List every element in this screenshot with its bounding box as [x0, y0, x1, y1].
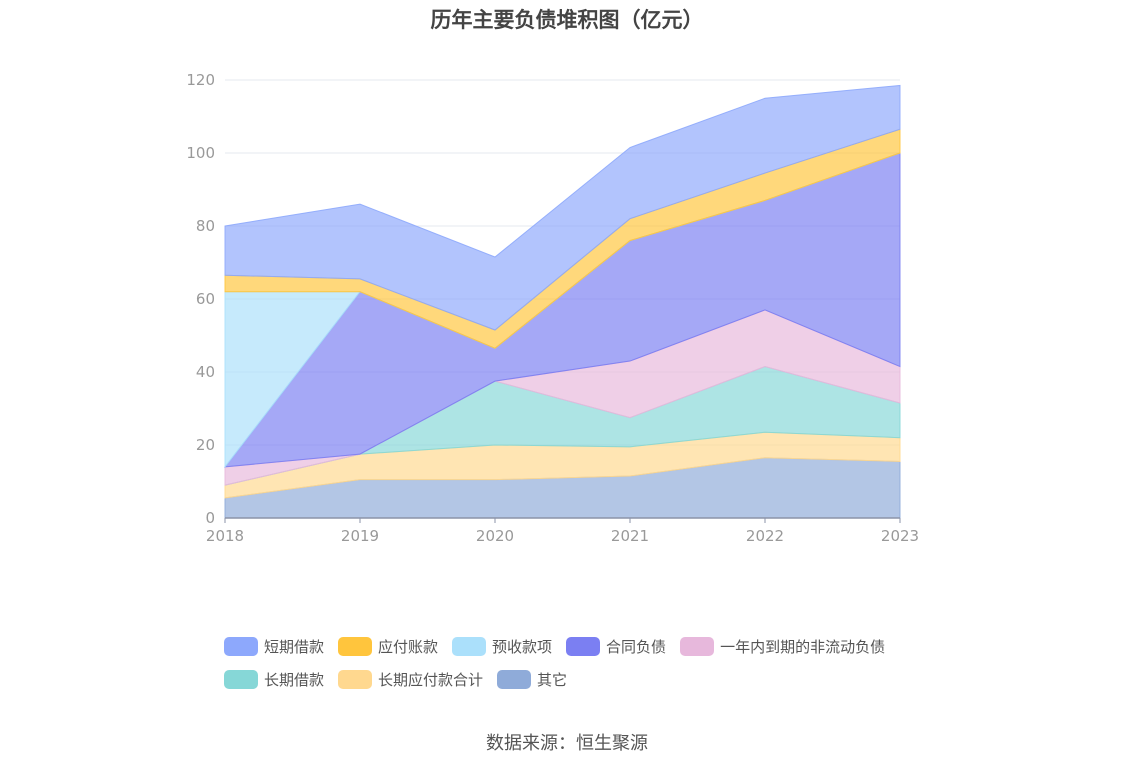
y-tick-label: 20	[196, 436, 215, 454]
legend-item[interactable]: 预收款项	[452, 636, 552, 657]
legend-label: 应付账款	[378, 638, 439, 656]
legend-item[interactable]: 合同负债	[566, 636, 666, 657]
legend-label: 预收款项	[492, 638, 553, 656]
legend-label: 一年内到期的非流动负债	[720, 638, 886, 656]
legend: 短期借款 应付账款 预收款项 合同负债 一年内到期的非流动负债长期借款 长期应付款合计 其它	[224, 630, 944, 696]
legend-swatch	[566, 637, 601, 656]
x-tick-label: 2022	[746, 527, 784, 545]
legend-item[interactable]: 应付账款	[338, 636, 438, 657]
x-tick-label: 2018	[206, 527, 244, 545]
y-tick-label: 60	[196, 290, 215, 308]
axes: 0 20 40 60 80 100 120 2018 2019 2020 2021 2022 2023	[186, 71, 919, 545]
legend-label: 合同负债	[606, 638, 667, 656]
area-短期借款	[224, 84, 901, 331]
legend-label: 长期借款	[264, 671, 325, 689]
x-tick-label: 2023	[881, 527, 919, 545]
x-tick-label: 2019	[341, 527, 379, 545]
legend-item[interactable]: 一年内到期的非流动负债	[680, 636, 885, 657]
legend-swatch	[452, 637, 487, 656]
legend-item[interactable]: 短期借款	[224, 636, 324, 657]
y-tick-label: 40	[196, 363, 215, 381]
x-tick-label: 2020	[476, 527, 514, 545]
legend-swatch	[338, 670, 373, 689]
legend-item[interactable]: 长期应付款合计	[338, 669, 483, 690]
legend-item[interactable]: 长期借款	[224, 669, 324, 690]
legend-label: 短期借款	[264, 638, 325, 656]
legend-swatch	[338, 637, 373, 656]
y-tick-label: 80	[196, 217, 215, 235]
x-tick-label: 2021	[611, 527, 649, 545]
legend-label: 其它	[537, 671, 568, 689]
legend-label: 长期应付款合计	[378, 671, 484, 689]
area-series	[223, 84, 901, 519]
legend-swatch	[497, 670, 532, 689]
legend-swatch	[224, 670, 258, 689]
chart-title: 历年主要负债堆积图（亿元）	[430, 8, 704, 32]
source-note: 数据来源：恒生聚源	[486, 733, 648, 754]
legend-row: 短期借款 应付账款 预收款项 合同负债 一年内到期的非流动负债	[224, 630, 944, 663]
y-tick-label: 100	[186, 144, 215, 162]
y-tick-label: 0	[205, 509, 215, 527]
legend-row: 长期借款 长期应付款合计 其它	[224, 663, 944, 696]
legend-swatch	[224, 637, 258, 656]
y-tick-label: 120	[186, 71, 215, 89]
legend-swatch	[680, 637, 715, 656]
legend-item[interactable]: 其它	[497, 669, 567, 690]
